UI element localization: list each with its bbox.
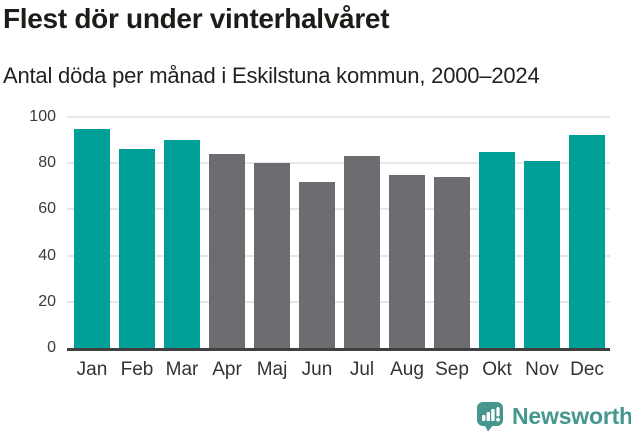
gridline-60 (67, 208, 610, 211)
y-tick-label-60: 60 (38, 200, 56, 218)
x-tick-label-sep: Sep (435, 359, 469, 380)
y-tick-label-0: 0 (47, 339, 56, 356)
bar-jul (344, 156, 380, 348)
newsworthy-logo-icon (476, 401, 504, 432)
gridline-40 (67, 254, 610, 257)
bar-jan (74, 128, 110, 348)
x-tick-label-mar: Mar (165, 359, 199, 380)
x-tick-label-jan: Jan (76, 359, 108, 380)
x-tick-label-dec: Dec (570, 359, 604, 380)
bar-dec (569, 135, 605, 348)
bar-aug (389, 174, 425, 348)
x-axis-line (67, 348, 610, 351)
x-tick-label-okt: Okt (482, 359, 512, 380)
brand-name: Newsworthy (512, 403, 631, 429)
x-tick-label-nov: Nov (525, 359, 559, 380)
bar-jun (299, 181, 335, 348)
x-tick-label-apr: Apr (212, 359, 242, 380)
gridline-80 (67, 162, 610, 165)
bar-apr (209, 153, 245, 348)
x-tick-label-aug: Aug (390, 359, 424, 380)
y-tick-label-20: 20 (38, 292, 56, 310)
x-tick-label-maj: Maj (256, 359, 288, 380)
y-axis-tick-labels: 0 20 40 60 80 100 (0, 108, 56, 356)
y-tick-label-40: 40 (38, 246, 56, 264)
x-axis-tick-labels: Jan Feb Mar Apr Maj Jun Jul Aug Sep Okt Nov Dec (67, 357, 610, 383)
bar-maj (254, 163, 290, 348)
x-tick-label-feb: Feb (120, 359, 154, 380)
gridline-100 (67, 116, 610, 118)
footer-branding: Newsworthy (476, 401, 631, 432)
plot-area (67, 116, 610, 348)
chart-subtitle: Antal döda per månad i Eskilstuna kommun… (3, 63, 540, 88)
x-tick-label-jul: Jul (349, 359, 375, 380)
bar-sep (434, 177, 470, 348)
gridline-20 (67, 300, 610, 303)
bar-nov (524, 160, 560, 348)
bar-mar (164, 140, 200, 348)
chart-title: Flest dör under vinterhalvåret (3, 3, 390, 34)
y-tick-label-80: 80 (38, 154, 56, 172)
bar-okt (479, 151, 515, 348)
y-tick-label-100: 100 (29, 108, 56, 125)
bar-feb (119, 149, 155, 348)
x-tick-label-jun: Jun (301, 359, 333, 380)
